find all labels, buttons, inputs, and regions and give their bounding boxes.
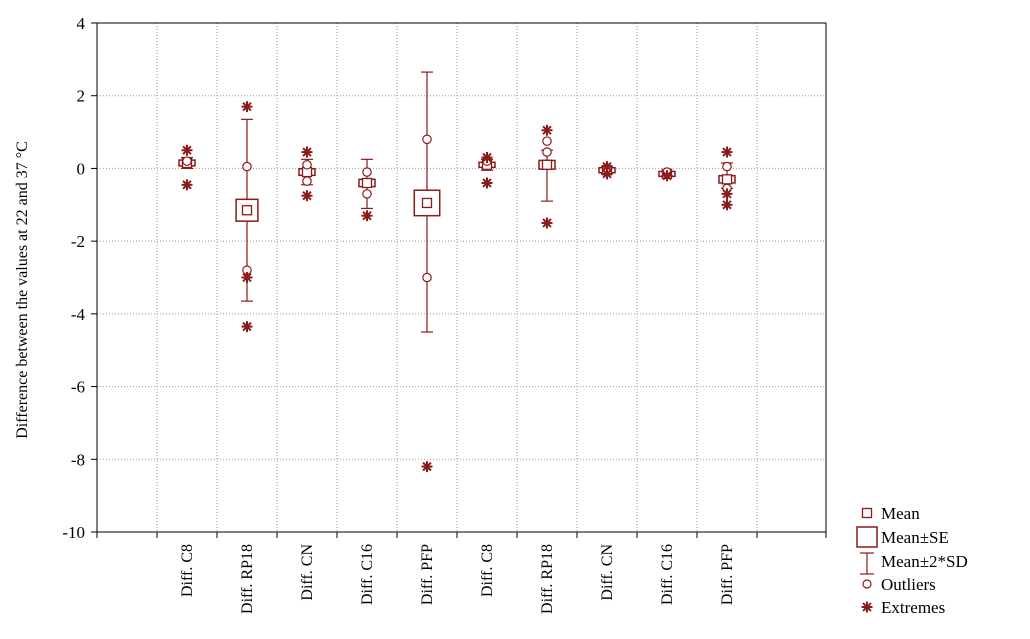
- legend-mean-symbol: [861, 507, 873, 519]
- extreme-point: [481, 152, 493, 164]
- legend-label: Mean: [881, 504, 920, 523]
- y-tick-label: 4: [77, 14, 86, 33]
- extreme-point: [601, 168, 613, 180]
- extreme-point: [421, 461, 433, 473]
- x-category-label: Diff. CN: [299, 544, 316, 601]
- legend: Mean Mean±SE Mean±2*SD Outliers Extremes: [856, 504, 968, 617]
- y-axis-label: Difference between the values at 22 and …: [14, 141, 31, 439]
- y-tick-label: -6: [71, 378, 85, 397]
- x-category-label: Diff. PFP: [719, 544, 736, 605]
- extreme-point: [181, 144, 193, 156]
- extreme-point: [241, 101, 253, 113]
- box-glyph: [658, 167, 676, 182]
- extreme-point: [301, 190, 313, 202]
- extreme-point: [181, 179, 193, 191]
- mean-marker: [421, 197, 433, 209]
- extreme-point: [721, 188, 733, 200]
- x-category-label: Diff. C8: [179, 544, 196, 597]
- legend-label: Mean±SE: [881, 528, 949, 547]
- y-tick-label: 0: [77, 159, 86, 178]
- legend-extreme-symbol: [861, 601, 873, 613]
- extreme-point: [241, 321, 253, 333]
- extreme-point: [541, 124, 553, 136]
- outlier-point: [542, 136, 552, 146]
- outlier-point: [362, 167, 372, 177]
- box-glyph: [718, 146, 736, 211]
- y-axis-ticks: 4 2 0 -2 -4 -6 -8 -10: [62, 14, 97, 542]
- legend-label: Extremes: [881, 598, 945, 617]
- box-glyph: [358, 158, 376, 222]
- y-tick-label: -2: [71, 232, 85, 251]
- box-glyph: [413, 71, 441, 473]
- extreme-point: [721, 146, 733, 158]
- mean-marker: [721, 174, 733, 185]
- box-glyph: [235, 101, 259, 333]
- legend-label: Mean±2*SD: [881, 552, 968, 571]
- x-category-label: Diff. PFP: [419, 544, 436, 605]
- outlier-point: [242, 161, 252, 172]
- box-glyph: [538, 124, 556, 229]
- mean-marker: [541, 159, 553, 170]
- x-category-label: Diff. RP18: [239, 544, 256, 614]
- legend-outlier-symbol: [862, 579, 872, 589]
- outlier-point: [302, 176, 312, 186]
- extreme-point: [361, 210, 373, 222]
- x-category-label: Diff. CN: [599, 544, 616, 601]
- plot-frame: [96, 22, 827, 533]
- x-category-label: Diff. RP18: [539, 544, 556, 614]
- legend-se-symbol: [856, 526, 878, 548]
- extreme-point: [721, 199, 733, 211]
- outlier-point: [542, 147, 552, 157]
- extreme-point: [481, 177, 493, 189]
- y-tick-label: 2: [77, 87, 86, 106]
- extreme-point: [241, 272, 253, 283]
- x-category-label: Diff. C8: [479, 544, 496, 597]
- y-tick-label: -8: [71, 450, 85, 469]
- extreme-point: [301, 146, 313, 158]
- outlier-point: [182, 156, 192, 166]
- outlier-point: [422, 134, 432, 145]
- legend-label: Outliers: [881, 575, 936, 594]
- series-glyphs: [178, 71, 736, 473]
- grid-lines: [97, 23, 826, 532]
- x-category-label: Diff. C16: [359, 544, 376, 605]
- outlier-point: [722, 161, 732, 172]
- mean-marker: [361, 177, 373, 189]
- x-axis-ticks: Diff. C8 Diff. RP18 Diff. CN Diff. C16 Diff.…: [96, 532, 827, 614]
- box-glyph: [598, 161, 616, 180]
- x-category-label: Diff. C16: [659, 544, 676, 605]
- y-tick-label: -4: [71, 305, 86, 324]
- outlier-point: [302, 159, 312, 170]
- box-glyph: [178, 144, 196, 191]
- outlier-point: [422, 272, 432, 283]
- mean-marker: [241, 205, 253, 216]
- box-glyph: [478, 152, 496, 189]
- extreme-point: [541, 217, 553, 229]
- outlier-point: [362, 189, 372, 199]
- box-glyph: [298, 146, 316, 202]
- extreme-point: [661, 170, 673, 182]
- y-tick-label: -10: [62, 523, 85, 542]
